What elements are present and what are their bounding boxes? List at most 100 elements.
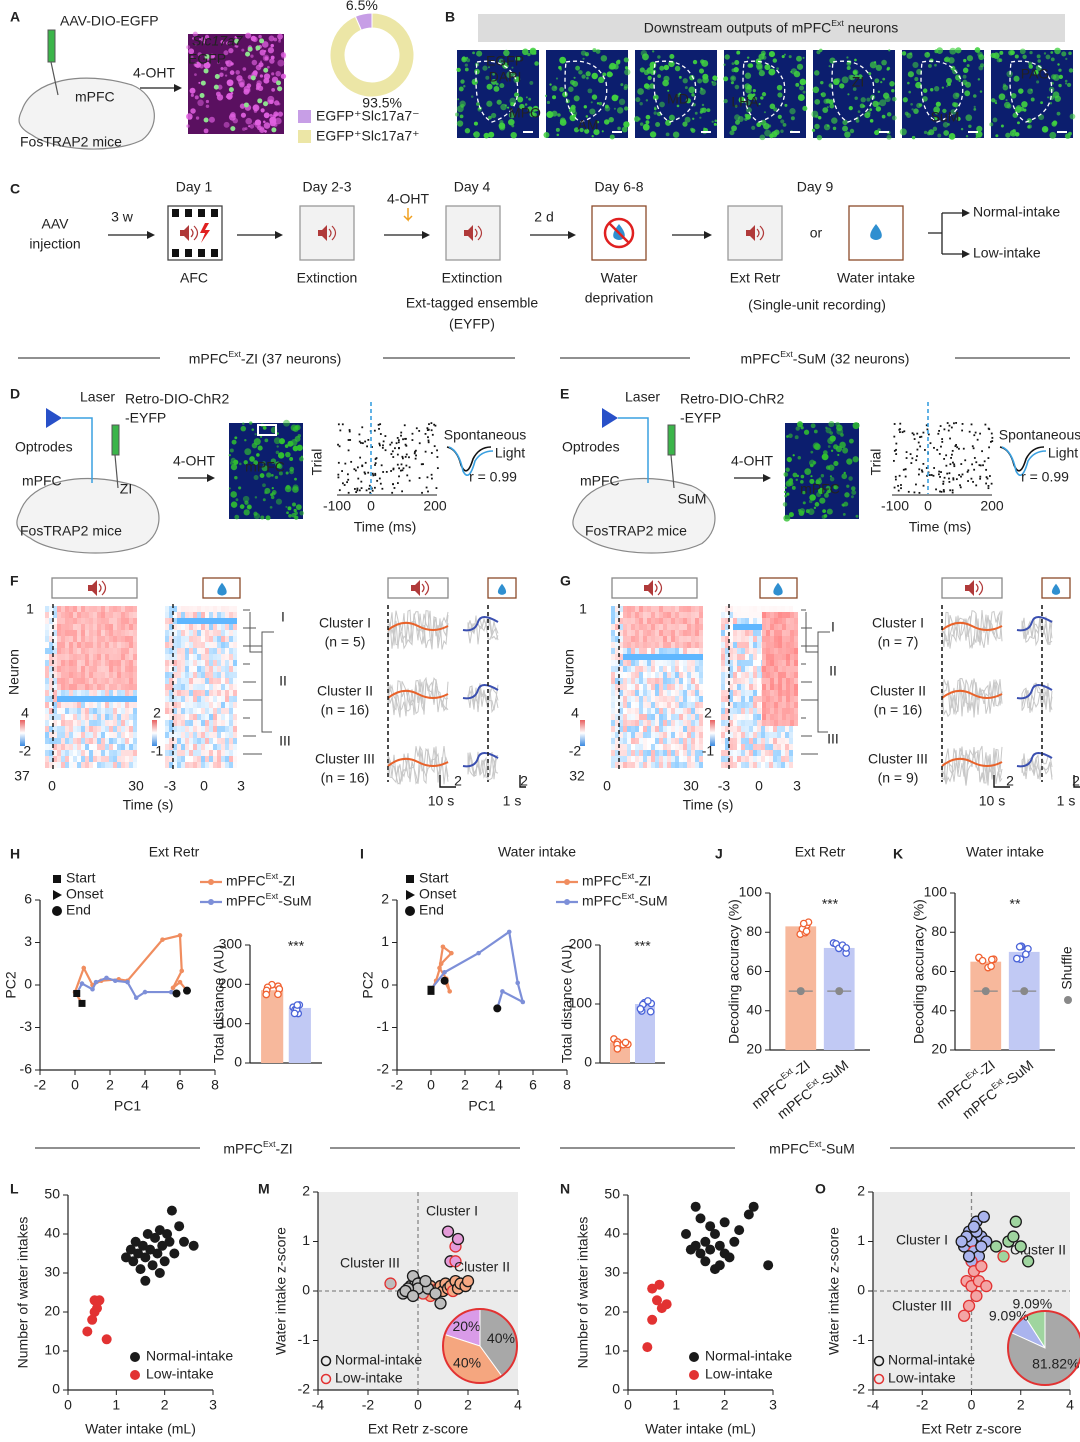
heat-cell (209, 612, 213, 618)
heat-cell (133, 714, 137, 720)
cell (623, 86, 628, 91)
heat-cell (687, 630, 691, 636)
heat-cell (117, 648, 121, 654)
cell (851, 486, 856, 491)
raster-dot (955, 444, 957, 446)
heat-cell (770, 708, 774, 714)
heat-cell (77, 666, 81, 672)
label: Time (s) (123, 797, 174, 813)
heat-cell (695, 642, 699, 648)
heat-cell (789, 756, 793, 762)
heat-cell (615, 726, 619, 732)
vertex (177, 979, 183, 985)
heat-cell (229, 708, 233, 714)
heat-cell (181, 666, 185, 672)
heat-cell (611, 714, 615, 720)
heat-cell (671, 648, 675, 654)
raster-dot (953, 463, 956, 466)
heat-cell (185, 708, 189, 714)
micro-image (813, 50, 895, 138)
heat-cell (774, 714, 778, 720)
cell (836, 428, 844, 435)
cell (795, 478, 798, 482)
cell (229, 70, 235, 75)
raster-dot (337, 473, 340, 476)
heat-cell (773, 762, 777, 768)
arrow-head (704, 231, 712, 239)
heat-cell (766, 654, 770, 660)
trial-trace (467, 752, 499, 778)
heat-cell (725, 708, 729, 714)
heat-cell (209, 654, 213, 660)
cell (589, 108, 596, 115)
heat-cell (201, 606, 205, 612)
heat-cell (691, 684, 695, 690)
heat-cell (201, 744, 205, 750)
cell (639, 122, 644, 126)
cell (877, 90, 881, 94)
cell (714, 119, 718, 123)
heat-cell (49, 654, 53, 660)
heat-cell (619, 678, 623, 684)
heat-cell (101, 696, 105, 702)
label: 0 (367, 498, 375, 514)
heat-cell (85, 750, 89, 756)
heat-cell (85, 642, 89, 648)
heat-cell (93, 726, 97, 732)
cell (277, 59, 285, 67)
heat-cell (221, 762, 225, 768)
cell (266, 472, 272, 478)
raster-dot (390, 470, 392, 472)
speaker-icon (318, 225, 327, 241)
raster-dot (356, 487, 359, 490)
point (967, 1220, 981, 1233)
heat-cell (193, 684, 197, 690)
heat-cell (85, 678, 89, 684)
raster-dot (400, 463, 403, 466)
heat-cell (790, 612, 794, 618)
heat-cell (45, 606, 49, 612)
heat-cell (209, 726, 213, 732)
raster-dot (382, 444, 384, 447)
heat-cell (197, 726, 201, 732)
cell (551, 85, 558, 92)
heat-cell (794, 720, 798, 726)
heat-cell (197, 660, 201, 666)
heat-cell (93, 744, 97, 750)
heat-cell (49, 630, 53, 636)
legend-dot (564, 879, 570, 885)
cell (606, 121, 610, 124)
heat-cell (69, 690, 73, 696)
sample-dot (643, 997, 652, 1005)
heat-cell (197, 750, 201, 756)
heat-cell (659, 696, 663, 702)
heat-cell (113, 648, 117, 654)
heat-cell (49, 624, 53, 630)
heat-cell (121, 630, 125, 636)
heat-cell (125, 702, 129, 708)
raster-dot (915, 483, 917, 486)
heat-cell (639, 696, 643, 702)
heat-cell (109, 660, 113, 666)
label: Downstream outputs of mPFCExt neurons (644, 18, 899, 35)
heat-cell (85, 738, 89, 744)
heat-cell (782, 666, 786, 672)
heat-cell (721, 702, 725, 708)
cell (263, 77, 270, 84)
heat-cell (683, 636, 687, 642)
heat-cell (173, 690, 177, 696)
heat-cell (615, 654, 619, 660)
raster-dot (415, 427, 418, 430)
heat-cell (659, 672, 663, 678)
cell (962, 74, 967, 79)
heat-cell (782, 618, 786, 624)
heat-cell (45, 642, 49, 648)
heat-cell (745, 654, 749, 660)
cell (259, 473, 265, 478)
heat-cell (769, 738, 773, 744)
cell (936, 47, 944, 54)
heat-cell (725, 702, 729, 708)
cell (851, 495, 854, 499)
y-tick-label: 40 (604, 1225, 620, 1241)
heat-cell (737, 678, 741, 684)
